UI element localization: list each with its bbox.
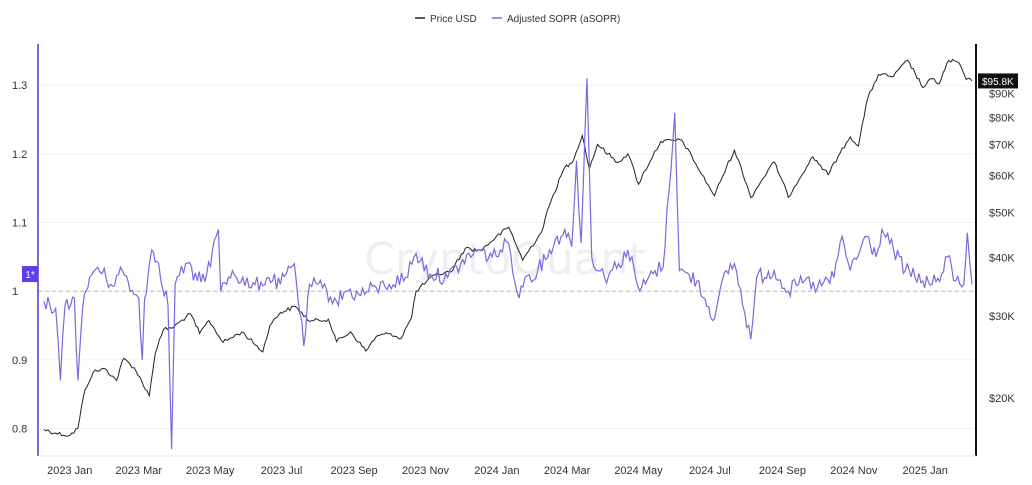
left-tick-label: 1 — [12, 286, 18, 298]
left-tick-label: 1.2 — [12, 149, 27, 161]
x-tick-label: 2023 May — [186, 465, 235, 477]
x-axis-ticks: 2023 Jan 2023 Mar 2023 May 2023 Jul 2023 Sep… — [47, 465, 948, 477]
watermark: CryptoQuant — [364, 234, 646, 285]
left-tick-label: 0.9 — [12, 355, 27, 367]
x-tick-label: 2024 Jul — [689, 465, 731, 477]
price-series-line — [43, 58, 973, 437]
x-tick-label: 2024 Sep — [759, 465, 806, 477]
right-tick-label: $70K — [989, 139, 1015, 151]
x-tick-label: 2025 Jan — [903, 465, 948, 477]
right-tick-label: $20K — [989, 393, 1015, 405]
legend: Price USD Adjusted SOPR (aSOPR) — [415, 14, 620, 25]
right-value-marker: $95.8K — [978, 73, 1018, 89]
right-axis-ticks: $20K $30K $40K $50K $60K $70K $80K $90K — [989, 89, 1015, 405]
x-tick-label: 2023 Nov — [402, 465, 450, 477]
asopr-series-line — [43, 78, 973, 450]
left-value-marker: 1* — [22, 266, 38, 283]
x-tick-label: 2023 Sep — [331, 465, 378, 477]
x-tick-label: 2023 Jul — [261, 465, 303, 477]
x-tick-label: 2023 Jan — [47, 465, 92, 477]
right-marker-label: $95.8K — [982, 77, 1014, 88]
right-tick-label: $40K — [989, 253, 1015, 265]
x-tick-label: 2024 Mar — [544, 465, 591, 477]
right-tick-label: $50K — [989, 207, 1015, 219]
left-marker-label: 1* — [25, 270, 35, 281]
legend-price-label: Price USD — [430, 14, 477, 25]
left-axis-ticks: 0.8 0.9 1 1.1 1.2 1.3 — [12, 80, 27, 435]
x-tick-label: 2024 May — [614, 465, 663, 477]
x-tick-label: 2024 Jan — [474, 465, 519, 477]
left-tick-label: 1.3 — [12, 80, 27, 92]
x-tick-label: 2023 Mar — [116, 465, 163, 477]
legend-asopr-label: Adjusted SOPR (aSOPR) — [507, 14, 620, 25]
right-tick-label: $80K — [989, 112, 1015, 124]
right-tick-label: $90K — [989, 89, 1015, 101]
right-tick-label: $60K — [989, 171, 1015, 183]
right-tick-label: $30K — [989, 311, 1015, 323]
left-tick-label: 0.8 — [12, 424, 27, 436]
x-tick-label: 2024 Nov — [830, 465, 878, 477]
left-tick-label: 1.1 — [12, 218, 27, 230]
